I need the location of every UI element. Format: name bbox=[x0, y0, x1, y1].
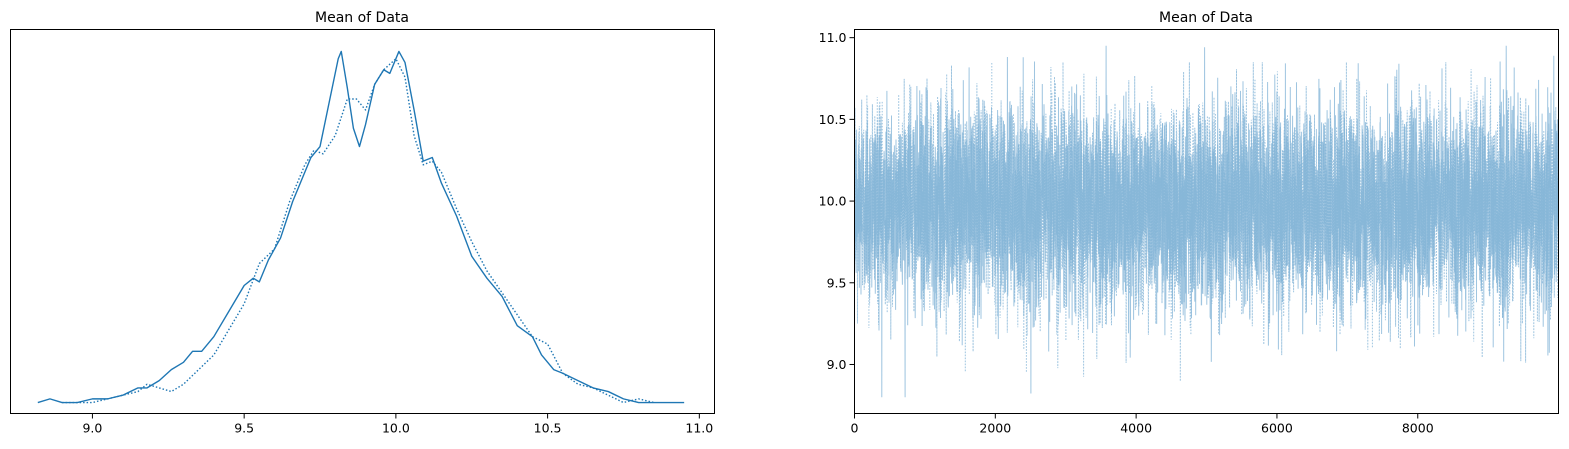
density-line-dotted bbox=[62, 58, 654, 404]
density-plot-lines bbox=[37, 50, 685, 404]
trace-plot-axes-frame bbox=[854, 29, 1559, 414]
density-plot-title: Mean of Data bbox=[315, 10, 409, 26]
trace-plot-xticks: 0 2000 4000 6000 8000 bbox=[851, 413, 1434, 436]
trace-ytick-label: 10.5 bbox=[819, 112, 847, 127]
trace-ytick-label: 9.5 bbox=[827, 275, 847, 290]
trace-plot-title: Mean of Data bbox=[1159, 10, 1253, 26]
trace-xtick-label: 2000 bbox=[979, 421, 1011, 436]
density-xtick-label: 10.5 bbox=[534, 421, 562, 436]
density-plot-xticks: 9.0 9.5 10.0 10.5 11.0 bbox=[82, 413, 713, 436]
trace-plot: Mean of Data 0 2000 4000 6000 8000 9.0 9.5 10.… bbox=[819, 10, 1559, 436]
density-plot-axes-frame bbox=[10, 29, 715, 414]
density-plot: Mean of Data 9.0 9.5 10.0 10.5 11.0 bbox=[10, 10, 715, 436]
trace-xtick-label: 8000 bbox=[1402, 421, 1434, 436]
density-xtick-label: 9.0 bbox=[82, 421, 102, 436]
trace-ytick-label: 9.0 bbox=[827, 357, 847, 372]
trace-plot-lines bbox=[854, 45, 1559, 398]
density-xtick-label: 9.5 bbox=[234, 421, 254, 436]
trace-xtick-label: 0 bbox=[851, 421, 859, 436]
trace-xtick-label: 6000 bbox=[1261, 421, 1293, 436]
density-line-solid bbox=[37, 50, 685, 404]
density-xtick-label: 11.0 bbox=[685, 421, 713, 436]
trace-xtick-label: 4000 bbox=[1120, 421, 1152, 436]
trace-plot-yticks: 9.0 9.5 10.0 10.5 11.0 bbox=[819, 30, 855, 372]
trace-ytick-label: 10.0 bbox=[819, 194, 847, 209]
trace-ytick-label: 11.0 bbox=[819, 30, 847, 45]
trace-line-dotted bbox=[854, 62, 1559, 382]
density-xtick-label: 10.0 bbox=[382, 421, 410, 436]
